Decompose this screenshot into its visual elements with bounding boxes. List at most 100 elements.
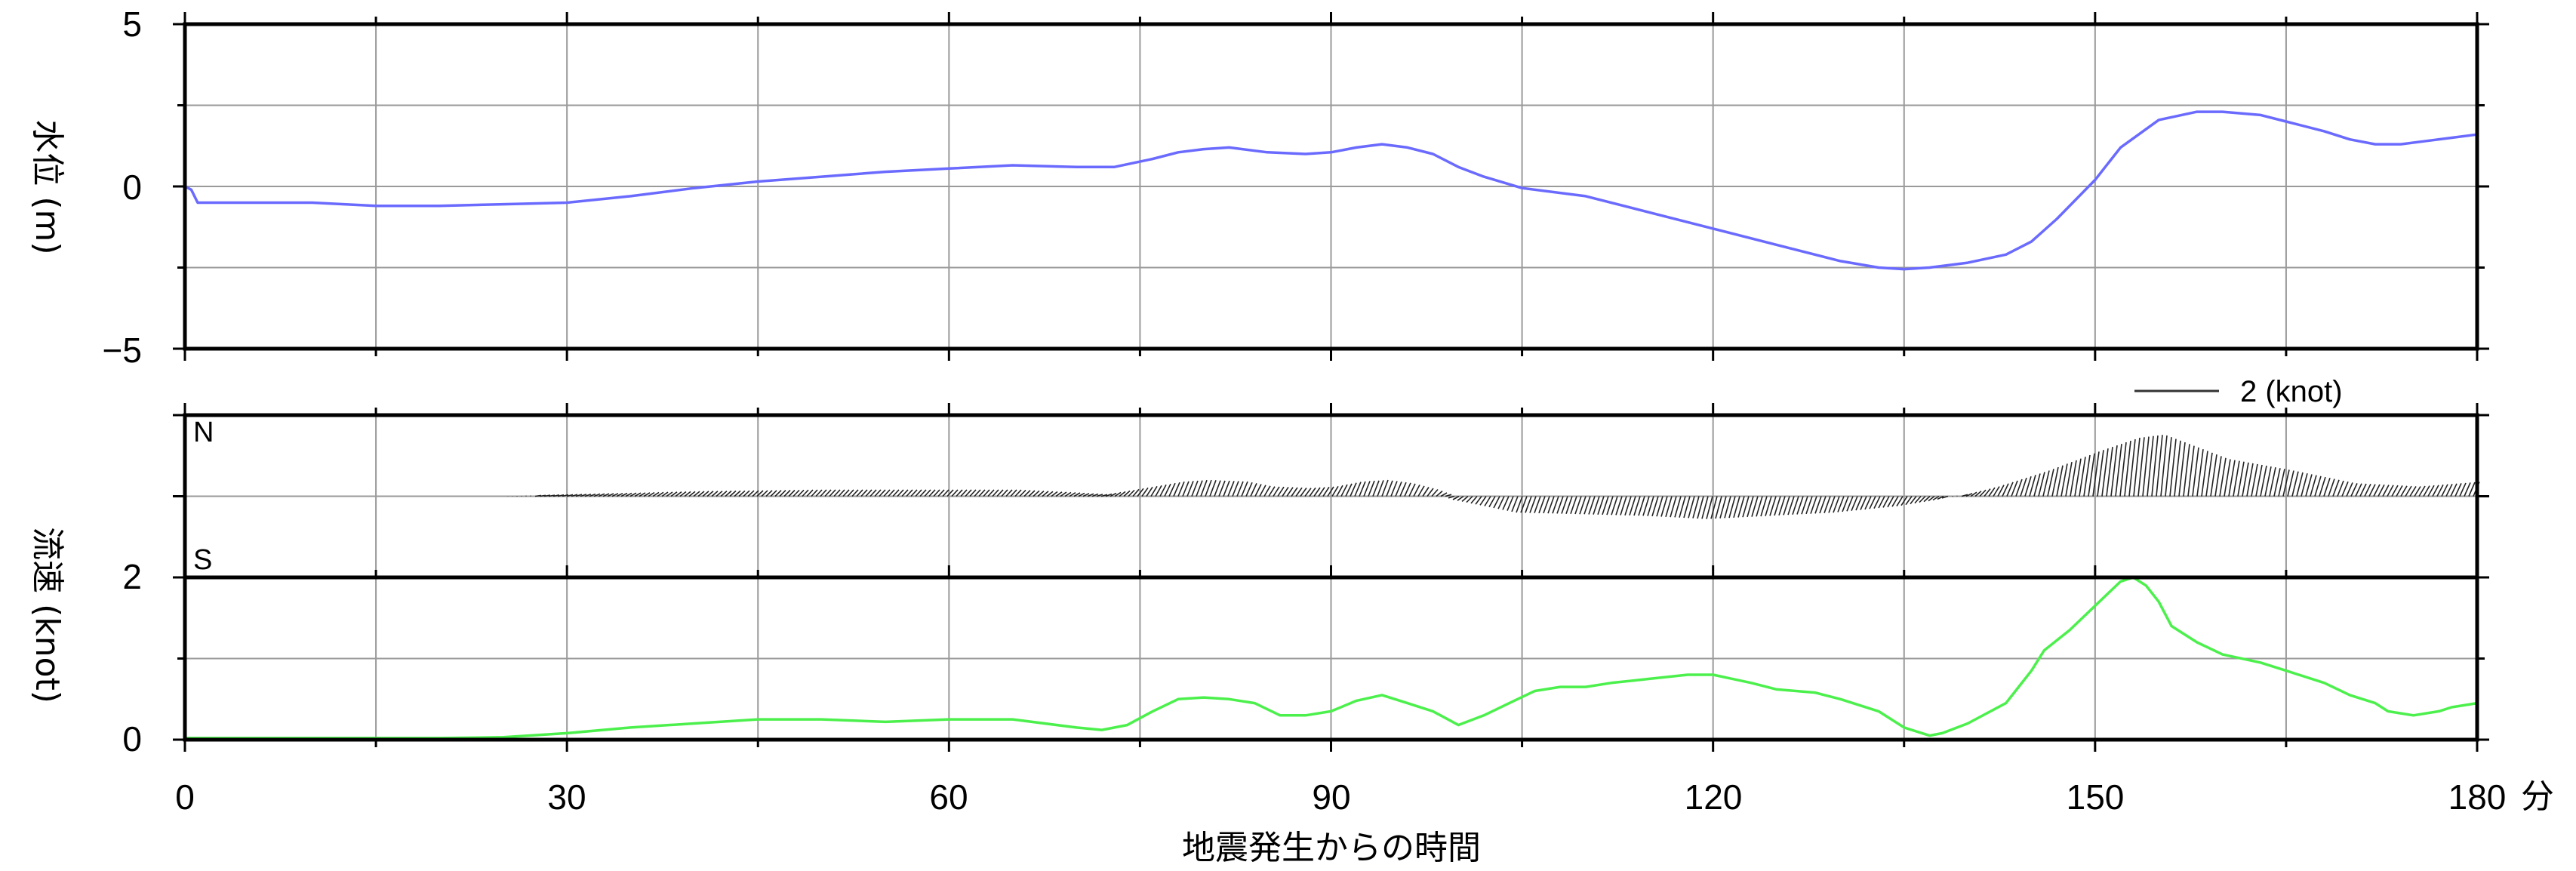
current-vector-stick [1914, 495, 1922, 504]
current-vector-stick [706, 491, 714, 497]
current-vector-stick [1191, 480, 1199, 497]
current-vector-stick [802, 489, 809, 497]
current-vector-stick [1656, 496, 1663, 517]
current-vector-stick [1660, 496, 1668, 517]
current-vector-stick [738, 490, 746, 497]
current-vector-stick [1345, 483, 1353, 497]
current-vector-stick [1386, 480, 1393, 497]
current-vector-stick [1719, 496, 1727, 519]
current-vector-stick [1028, 490, 1036, 497]
current-vector-stick [1109, 492, 1117, 497]
current-vector-stick [1769, 496, 1777, 516]
current-vector-stick [1846, 496, 1854, 512]
current-vector-stick [897, 489, 904, 497]
current-vector-stick [1150, 485, 1158, 497]
current-vector-stick [2228, 460, 2236, 497]
current-vector-stick [2341, 481, 2349, 497]
current-vector-stick [2323, 478, 2331, 497]
current-vector-stick [1042, 491, 1049, 497]
current-vector-stick [1993, 486, 2000, 497]
current-vector-stick [652, 491, 660, 497]
current-vector-stick [1457, 495, 1464, 501]
current-vector-stick [2074, 458, 2082, 497]
current-vector-stick [2133, 437, 2141, 497]
current-vector-stick [2160, 435, 2168, 497]
current-vector-stick [756, 490, 764, 497]
current-vector-stick [1747, 496, 1754, 518]
current-vector-stick [1399, 482, 1407, 497]
x-unit-label: 分 [2521, 777, 2554, 816]
current-vector-stick [1245, 482, 1253, 497]
current-vector-stick [1452, 495, 1460, 500]
current-vector-stick [829, 489, 836, 497]
current-vector-stick [2065, 461, 2073, 497]
current-vector-stick [1236, 481, 1244, 497]
current-vector-stick [1422, 487, 1430, 497]
current-vector-stick [1988, 487, 1996, 497]
current-vector-stick [1520, 496, 1528, 513]
current-vector-stick [2432, 485, 2439, 497]
current-vector-stick [2011, 480, 2018, 497]
current-vector-stick [2056, 465, 2064, 497]
current-vector-stick [1837, 496, 1845, 512]
current-vector-stick [919, 489, 927, 497]
current-vector-stick [838, 489, 845, 497]
current-vector-stick [679, 491, 687, 497]
current-vector-stick [2301, 472, 2308, 497]
current-vector-stick [1900, 496, 1908, 506]
current-vector-stick [1404, 482, 1411, 497]
current-vector-stick [1737, 496, 1745, 518]
current-vector-stick [1069, 492, 1076, 497]
current-vector-stick [2409, 485, 2417, 497]
current-vector-stick [1114, 491, 1122, 497]
current-vector-stick [1597, 496, 1605, 516]
current-vector-stick [2445, 483, 2453, 497]
current-vector-stick [629, 492, 637, 497]
current-vector-stick [1282, 486, 1289, 497]
current-vector-stick [747, 490, 755, 497]
vector-legend: 2 (knot) [2134, 375, 2343, 408]
current-vector-stick [1395, 481, 1402, 497]
current-vector-stick [1291, 487, 1298, 497]
current-vector-stick [643, 492, 651, 497]
current-vector-stick [774, 490, 782, 497]
current-vector-stick [1692, 496, 1700, 519]
current-vector-stick [1497, 496, 1505, 509]
current-vector-stick [1882, 496, 1890, 508]
current-vector-stick [557, 494, 565, 497]
current-vector-stick [1413, 485, 1420, 497]
current-vector-stick [2006, 482, 2014, 497]
current-vector-stick [1774, 496, 1781, 516]
current-vector-stick [983, 489, 990, 497]
current-vector-stick [607, 493, 614, 497]
current-vector-stick [1941, 495, 1949, 499]
current-vector-stick [1751, 496, 1759, 517]
current-vector-stick [1046, 491, 1054, 497]
current-vector-stick [2468, 482, 2476, 497]
current-vector-stick [1887, 496, 1894, 508]
current-vector-stick [2387, 485, 2394, 497]
current-vector-stick [1756, 496, 1763, 517]
current-vector-stick [2242, 462, 2249, 497]
current-vector-stick [1701, 496, 1709, 519]
current-vector-stick [1304, 488, 1312, 497]
current-vector-stick [1322, 486, 1330, 497]
current-vector-stick [1205, 479, 1212, 497]
current-vector-stick [1873, 496, 1881, 509]
current-vector-stick [2033, 473, 2041, 497]
current-vector-stick [820, 489, 827, 497]
current-vector-stick [2020, 477, 2027, 497]
current-vector-stick [2196, 449, 2204, 497]
current-vector-stick [1742, 496, 1750, 518]
current-vector-stick [1005, 489, 1013, 497]
current-vector-stick [865, 489, 873, 497]
current-vector-stick [1606, 496, 1614, 516]
current-vector-stick [1051, 491, 1058, 497]
current-vector-stick [625, 492, 632, 497]
current-vector-stick [974, 489, 981, 497]
current-vector-stick [575, 494, 583, 497]
current-vector-stick [1037, 490, 1045, 497]
current-vector-stick [1259, 485, 1266, 497]
water-level-ytick-label: −5 [103, 331, 142, 370]
current-vector-stick [548, 494, 556, 497]
